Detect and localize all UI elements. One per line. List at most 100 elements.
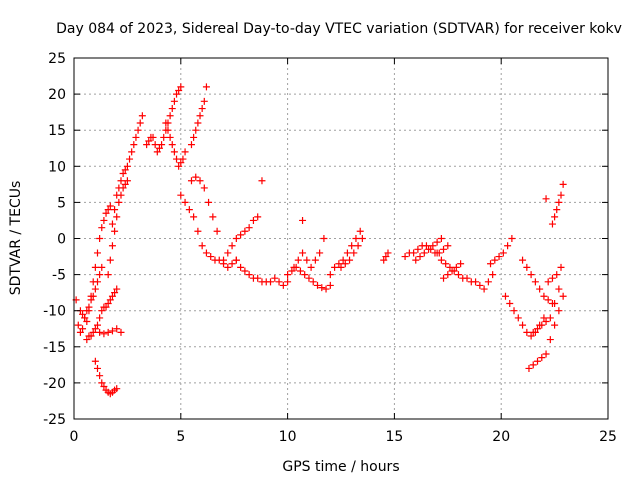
data-point [523,328,531,336]
data-point [79,310,87,318]
series-arc-10 [187,83,210,149]
data-point [237,263,245,271]
data-point [534,325,542,333]
data-point [275,278,283,286]
data-point [83,336,91,344]
series-arc-19 [326,227,364,279]
data-point [113,325,121,333]
data-point [534,357,542,365]
data-point [232,256,240,264]
data-point [529,328,537,336]
data-point [91,325,99,333]
data-point [100,383,108,391]
data-point [108,327,116,335]
data-point [559,292,567,300]
data-point [177,83,185,91]
data-point [170,148,178,156]
series-arc-08 [143,83,185,156]
data-point [117,328,125,336]
data-point [437,235,445,242]
data-point [224,249,232,257]
data-point [510,307,518,315]
data-point [98,224,106,232]
series-arc-27 [501,292,548,340]
data-point [254,213,262,221]
data-point [290,263,298,271]
data-point [382,253,390,261]
data-point [98,379,106,387]
data-point [87,292,95,300]
data-point [551,321,559,329]
data-point [170,97,178,105]
x-tick-label: 0 [70,429,79,445]
data-point [245,271,253,279]
data-point [555,307,563,315]
data-point [331,263,339,271]
data-point [538,321,546,329]
data-point [307,263,315,271]
y-tick-label: -10 [43,304,66,320]
data-point [358,235,366,242]
data-point [207,253,215,261]
data-point [96,314,104,322]
data-point [519,256,527,264]
data-point [177,159,185,167]
series-arc-14 [220,213,262,264]
data-point [305,274,313,282]
data-point [440,274,448,282]
data-point [91,263,99,271]
data-point [508,235,516,242]
series-arc-07 [108,112,146,228]
data-point [106,256,114,264]
data-point [523,263,531,271]
axis-ticks [73,57,609,420]
data-point [410,249,418,257]
data-point [108,292,116,300]
y-tick-label: -25 [43,412,66,428]
data-point [527,271,535,279]
series-arc-28 [519,256,556,307]
data-point [401,253,409,261]
data-point [104,206,112,214]
data-point [202,249,210,257]
data-point [155,144,163,152]
data-point [457,260,465,268]
data-point [476,281,484,289]
data-point [557,191,565,199]
data-point [153,148,161,156]
data-point [89,328,97,336]
data-point [108,242,116,250]
series-arc-24 [433,249,497,293]
data-point [288,267,296,275]
data-point [548,220,556,228]
data-point [123,162,131,170]
data-point [192,173,200,181]
data-point [76,328,84,336]
data-point [546,336,554,344]
data-point [187,141,195,149]
data-point [284,278,292,286]
data-point [106,202,114,210]
data-point [442,260,450,268]
data-point [301,271,309,279]
data-point [536,285,544,293]
data-point [128,148,136,156]
data-point [113,191,121,199]
data-point [540,314,548,322]
data-point [96,271,104,279]
data-point [341,260,349,268]
data-point [279,281,287,289]
series-arc-12 [187,173,221,235]
data-point [433,238,441,246]
data-point [551,213,559,221]
series-arc-22 [401,242,452,261]
data-point [309,278,317,286]
data-point [542,318,550,326]
data-point [316,249,324,257]
data-point [444,271,452,279]
data-point [81,314,89,322]
series-arc-18 [299,216,307,224]
data-point [354,242,362,250]
x-axis-label: GPS time / hours [282,459,399,475]
